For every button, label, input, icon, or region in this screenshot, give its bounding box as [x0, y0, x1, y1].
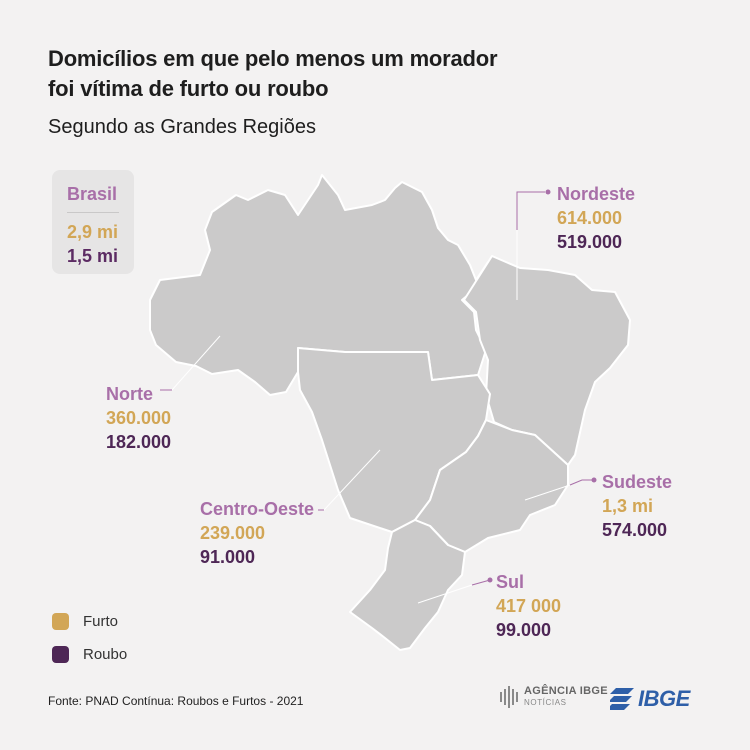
brasil-divider [67, 212, 119, 213]
nordeste-name: Nordeste [557, 184, 636, 204]
label-norte: Norte 360.000 182.000 [106, 382, 171, 454]
brasil-furto-value: 2,9 mi [67, 222, 119, 242]
brasil-roubo-value: 1,5 mi [67, 246, 119, 266]
legend-furto-swatch [52, 613, 69, 630]
leader-dot-sudeste [591, 477, 597, 483]
sudeste-furto: 1,3 mi [602, 496, 654, 516]
title-line-1: Domicílios em que pelo menos um morador [48, 46, 498, 71]
region-sul-shape [349, 519, 466, 651]
legend-furto-label: Furto [83, 613, 119, 630]
legend-roubo-swatch [52, 646, 69, 663]
leader-sudeste [524, 484, 571, 501]
label-nordeste: Nordeste 614.000 519.000 [557, 182, 635, 254]
map-title: Domicílios em que pelo menos um morador … [48, 44, 498, 104]
leader-dots [487, 189, 597, 583]
source-note: Fonte: PNAD Contínua: Roubos e Furtos - … [48, 694, 304, 708]
sudeste-name: Sudeste [602, 472, 673, 492]
label-sudeste: Sudeste 1,3 mi 574.000 [602, 470, 672, 542]
sul-furto: 417 000 [496, 596, 562, 616]
centro-oeste-name: Centro-Oeste [200, 499, 315, 519]
agencia-ibge-icon [500, 686, 518, 708]
ibge-logo: IBGE [610, 686, 690, 712]
title-line-2: foi vítima de furto ou roubo [48, 76, 329, 101]
region-norte-shape [149, 174, 501, 396]
agencia-line1: AGÊNCIA IBGE [524, 685, 608, 697]
region-nordeste-shape [463, 255, 631, 466]
sul-roubo: 99.000 [496, 620, 552, 640]
norte-furto: 360.000 [106, 408, 172, 428]
label-sul: Sul 417 000 99.000 [496, 570, 561, 642]
brasil-label: Brasil [67, 184, 118, 204]
centro-oeste-furto: 239.000 [200, 523, 266, 543]
leader-lines-purple [160, 191, 594, 586]
norte-name: Norte [106, 384, 154, 404]
map-subtitle: Segundo as Grandes Regiões [48, 116, 316, 138]
centro-oeste-roubo: 91.000 [200, 547, 256, 567]
sul-name: Sul [496, 572, 525, 592]
ibge-wordmark: IBGE [638, 686, 690, 711]
leader-sul [417, 584, 473, 604]
nordeste-roubo: 519.000 [557, 232, 623, 252]
ibge-emblem-icon [610, 688, 634, 710]
legend-roubo-label: Roubo [83, 646, 128, 663]
region-sudeste-shape [414, 419, 569, 553]
leader-centro-oeste [323, 449, 381, 511]
leader-dot-sul [487, 577, 493, 583]
legend-roubo: Roubo [52, 646, 127, 663]
label-centro-oeste: Centro-Oeste 239.000 91.000 [200, 497, 314, 569]
norte-roubo: 182.000 [106, 432, 172, 452]
agencia-line2: NOTÍCIAS [524, 698, 567, 707]
sudeste-roubo: 574.000 [602, 520, 668, 540]
agencia-ibge-logo: AGÊNCIA IBGE NOTÍCIAS [500, 686, 608, 708]
nordeste-furto: 614.000 [557, 208, 623, 228]
legend-furto: Furto [52, 613, 118, 630]
brasil-total-box: Brasil 2,9 mi 1,5 mi [52, 170, 134, 274]
leader-norte [171, 335, 221, 391]
leader-dot-nordeste [545, 189, 551, 195]
